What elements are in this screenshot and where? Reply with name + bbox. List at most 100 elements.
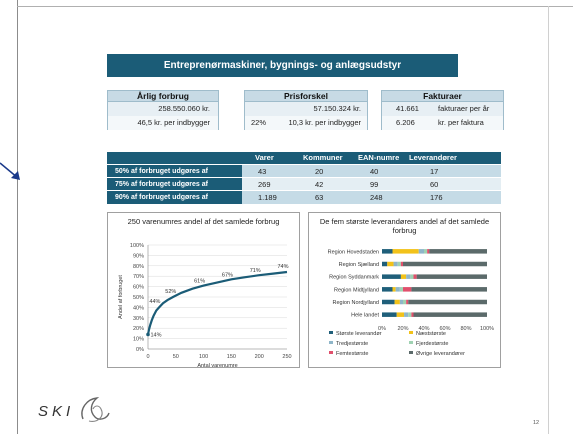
legend-label: Største leverandør [336, 331, 382, 337]
legend-swatch [329, 351, 333, 354]
y-tick-label: 20% [133, 326, 144, 332]
table-cell: 17 [430, 167, 439, 176]
x-tick-label: 0 [146, 354, 149, 360]
table-cell: 20 [315, 167, 324, 176]
bar-segment [427, 249, 430, 254]
top-suppliers-chart-panel: De fem største leverandørers andel af de… [308, 212, 501, 368]
legend-swatch [409, 351, 413, 354]
chart-title: 250 varenumres andel af det samlede forb… [127, 217, 280, 226]
bar-segment [406, 299, 409, 305]
bar-segment [410, 274, 414, 279]
bar-segment [399, 287, 403, 292]
bar-segment [403, 261, 487, 267]
x-tick-label: 40% [418, 326, 429, 332]
kpi-value: 57.150.324 kr. [313, 104, 361, 113]
data-label: 67% [222, 272, 233, 278]
kpi-number: 41.661 [396, 104, 419, 113]
column-header: Leverandører [409, 153, 457, 162]
table-header: Varer Kommuner EAN-numre Leverandører [107, 152, 501, 164]
legend-swatch [409, 341, 413, 344]
bar-segment [404, 312, 409, 317]
bar-segment [387, 261, 394, 267]
kpi-price-difference: Prisforskel 57.150.324 kr. 22% 10,3 kr. … [244, 90, 368, 130]
data-label: 71% [250, 268, 261, 274]
slide-border [17, 6, 573, 7]
category-label: Region Sjælland [339, 262, 379, 268]
kpi-value: 46,5 kr. per indbygger [137, 118, 210, 127]
column-header: Kommuner [303, 153, 343, 162]
bar-segment [397, 261, 401, 267]
x-tick-label: 0% [378, 326, 386, 332]
x-tick-label: 100% [480, 326, 494, 332]
bar-segment [395, 287, 400, 292]
legend-label: Tredjestørste [336, 341, 368, 347]
bar-segment [403, 299, 407, 305]
bar-segment [418, 249, 424, 254]
consumption-summary-table: Varer Kommuner EAN-numre Leverandører 50… [107, 152, 501, 208]
bar-segment [382, 299, 395, 305]
category-label: Region Nordjylland [333, 300, 379, 306]
bar-segment [400, 261, 403, 267]
kpi-value: 258.550.060 kr. [158, 104, 210, 113]
y-tick-label: 0% [136, 347, 144, 353]
row-label: 90% af forbruget udgøres af [107, 191, 242, 204]
bar-segment [411, 287, 487, 292]
bar-segment [413, 312, 487, 317]
y-tick-label: 30% [133, 316, 144, 322]
cumulative-share-line-chart: 0% 10% 20% 30% 40% 50% 60% 70% 80% 90% 100% 0 50 100 1… [118, 243, 292, 369]
row-label: 75% af forbruget udgøres af [107, 178, 242, 191]
data-point [146, 332, 150, 337]
slide-border [17, 0, 18, 434]
category-label: Region Midtjylland [334, 287, 379, 293]
bar-segment [394, 299, 400, 305]
kpi-value: 10,3 kr. per indbygger [288, 118, 361, 127]
y-tick-label: 50% [133, 295, 144, 301]
table-row: 75% af forbruget udgøres af 269 42 99 60 [107, 177, 501, 191]
bar-segment [406, 274, 411, 279]
arrow-icon [0, 162, 20, 180]
bar-segment [382, 287, 393, 292]
x-tick-label: 200 [255, 354, 264, 360]
data-label: 14% [150, 332, 161, 338]
data-label: 44% [149, 299, 160, 305]
bar-segment [424, 249, 428, 254]
y-tick-label: 90% [133, 253, 144, 259]
chart-title: De fem største leverandørers andel af de… [319, 217, 490, 235]
ski-logo-text: SKI [38, 403, 75, 420]
row-label: 50% af forbruget udgøres af [107, 165, 242, 178]
bar-segment [429, 249, 487, 254]
table-row: 50% af forbruget udgøres af 43 20 40 17 [107, 164, 501, 178]
legend-swatch [409, 331, 413, 334]
table-row: 90% af forbruget udgøres af 1.189 63 248… [107, 190, 501, 204]
category-label: Region Syddanmark [329, 275, 379, 281]
kpi-text: kr. per faktura [438, 118, 484, 127]
slide-title: Entreprenørmaskiner, bygnings- og anlægs… [107, 54, 458, 77]
x-tick-label: 60% [439, 326, 450, 332]
bar-segment [416, 274, 487, 279]
bar-segment [396, 312, 405, 317]
table-cell: 248 [370, 193, 383, 202]
bar-segment [392, 249, 419, 254]
kpi-header: Årlig forbrug [108, 91, 218, 102]
bar-segment [403, 287, 412, 292]
data-label: 74% [277, 264, 288, 270]
data-label: 61% [194, 279, 205, 285]
legend-swatch [329, 331, 333, 334]
data-label: 52% [165, 289, 176, 295]
x-tick-label: 100 [199, 354, 208, 360]
slide-border [548, 6, 549, 434]
bar-segment [408, 299, 487, 305]
legend-label: Næststørste [416, 331, 446, 337]
column-header: Varer [255, 153, 274, 162]
top-suppliers-stacked-bar-chart: 0% 20% 40% 60% 80% 100% Region Hovedstaden Regi… [328, 249, 494, 357]
bar-segment [413, 274, 417, 279]
kpi-number: 6.206 [396, 118, 415, 127]
bar-segment [408, 312, 412, 317]
table-cell: 269 [258, 180, 271, 189]
x-tick-label: 80% [460, 326, 471, 332]
legend-label: Femtestørste [336, 351, 368, 357]
x-tick-label: 150 [227, 354, 236, 360]
category-label: Hele landet [351, 313, 379, 319]
page-number: 12 [533, 420, 540, 426]
bar-segment [400, 274, 407, 279]
